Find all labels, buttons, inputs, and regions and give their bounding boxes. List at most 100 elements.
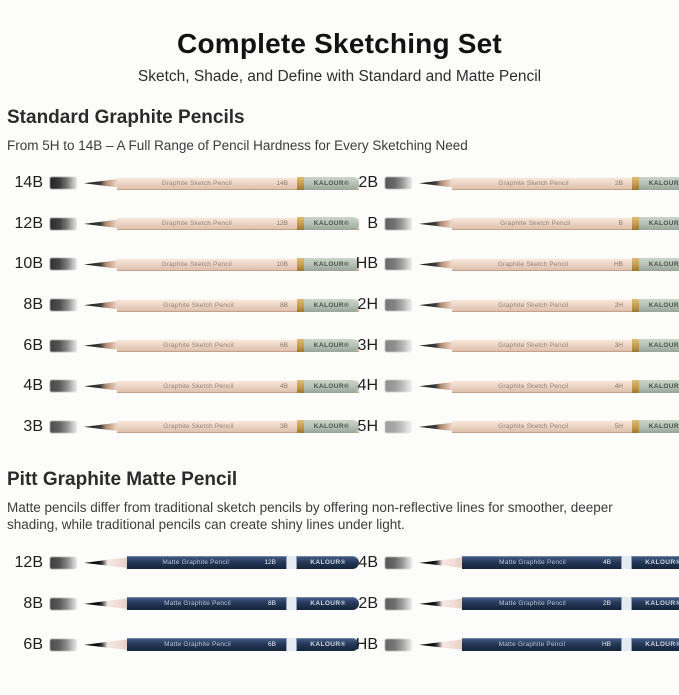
matte-column-right: 4B Matte Graphite Pencil 4B KALOUR® 2B M… [342, 542, 679, 665]
pencil-row: 3B Graphite Sketch Pencil 3B KALOUR® [7, 407, 359, 448]
grade-label: 3B [23, 417, 43, 435]
pencil-print-grade: 2B [603, 600, 611, 608]
pencil-row: 2H Graphite Sketch Pencil 2H KALOUR® [342, 285, 679, 326]
pencil-print-label: Graphite Sketch Pencil [163, 382, 234, 390]
pencil-print-grade: 2B [615, 179, 623, 187]
pencil-row: 4H Graphite Sketch Pencil 4H KALOUR® [342, 366, 679, 407]
pencil-row: 4B Graphite Sketch Pencil 4B KALOUR® [7, 366, 359, 407]
ferrule-band [286, 638, 297, 652]
grade-label: 2H [357, 296, 378, 314]
pencil-tip [419, 382, 452, 391]
pencil-body: Graphite Sketch Pencil 5H KALOUR® [452, 420, 679, 434]
pencil-row: B Graphite Sketch Pencil B KALOUR® [342, 204, 679, 245]
pencil-body: Graphite Sketch Pencil 14B KALOUR® [117, 176, 359, 190]
pencil-tip [84, 422, 117, 431]
pencil-brand-print: KALOUR® [310, 641, 346, 649]
ferrule-band [297, 257, 304, 271]
ferrule-band [632, 217, 639, 231]
pencil-print-label: Graphite Sketch Pencil [498, 423, 569, 431]
pencil-tip [84, 260, 117, 269]
pencil-body: Graphite Sketch Pencil HB KALOUR® [452, 257, 679, 271]
pencil-print-label: Matte Graphite Pencil [162, 559, 230, 567]
pencil-row: 3H Graphite Sketch Pencil 3H KALOUR® [342, 325, 679, 366]
pencil-brand-cap: KALOUR® [639, 176, 679, 190]
pencil-body: Graphite Sketch Pencil 4H KALOUR® [452, 379, 679, 393]
graphite-swatch [50, 556, 77, 569]
pencil-brand-cap: KALOUR® [304, 217, 359, 231]
matte-pencil: Matte Graphite Pencil 4B KALOUR® [419, 556, 679, 570]
ferrule-band [621, 597, 632, 611]
standard-pencil: Graphite Sketch Pencil 6B KALOUR® [84, 339, 359, 353]
pencil-brand-print: KALOUR® [310, 559, 346, 567]
graphite-swatch [50, 597, 77, 610]
ferrule-band [297, 176, 304, 190]
grade-label: 8B [23, 296, 43, 314]
ferrule-band [632, 176, 639, 190]
ferrule-band [297, 339, 304, 353]
ferrule-band [632, 379, 639, 393]
page-title: Complete Sketching Set [177, 28, 502, 59]
pencil-tip [84, 179, 117, 188]
pencil-print-grade: 3B [280, 423, 288, 431]
graphite-swatch [385, 420, 412, 433]
graphite-swatch [385, 258, 412, 271]
pencil-body: Graphite Sketch Pencil 2B KALOUR® [452, 176, 679, 190]
pencil-row: 4B Matte Graphite Pencil 4B KALOUR® [342, 542, 679, 583]
ferrule-band [297, 420, 304, 434]
pencil-row: 6B Matte Graphite Pencil 6B KALOUR® [7, 624, 359, 665]
pencil-body: Graphite Sketch Pencil 6B KALOUR® [117, 339, 359, 353]
pencil-brand-cap: KALOUR® [639, 217, 679, 231]
matte-pencil: Matte Graphite Pencil 2B KALOUR® [419, 597, 679, 611]
grade-label: B [367, 214, 378, 232]
pencil-print-label: Graphite Sketch Pencil [161, 260, 232, 268]
grade-label: HB [355, 635, 378, 653]
matte-section-heading: Pitt Graphite Matte Pencil [7, 469, 238, 491]
matte-pencil: Matte Graphite Pencil 12B KALOUR® [84, 556, 359, 570]
pencil-print-label: Graphite Sketch Pencil [497, 260, 569, 268]
pencil-print-grade: 12B [276, 220, 288, 228]
pencil-print-label: Matte Graphite Pencil [499, 559, 566, 567]
graphite-swatch [385, 597, 412, 610]
standard-column-left: 14B Graphite Sketch Pencil 14B KALOUR® 1… [7, 163, 359, 448]
pencil-print-label: Graphite Sketch Pencil [498, 179, 569, 187]
graphite-swatch [50, 177, 77, 190]
standard-pencil: Graphite Sketch Pencil 2H KALOUR® [419, 298, 679, 312]
standard-pencil: Graphite Sketch Pencil 14B KALOUR® [84, 176, 359, 190]
ferrule-band [297, 298, 304, 312]
matte-section-description: Matte pencils differ from traditional sk… [7, 500, 613, 533]
pencil-tip [84, 341, 117, 350]
grade-label: 6B [23, 336, 43, 354]
pencil-brand-print: KALOUR® [645, 559, 679, 567]
standard-pencils-section: Standard Graphite Pencils From 5H to 14B… [0, 107, 679, 447]
ferrule-band [297, 379, 304, 393]
grade-label: 12B [14, 553, 43, 571]
ferrule-band [286, 556, 297, 570]
pencil-row: 5H Graphite Sketch Pencil 5H KALOUR® [342, 407, 679, 448]
standard-pencil: Graphite Sketch Pencil HB KALOUR® [419, 257, 679, 271]
grade-label: 10B [14, 255, 43, 273]
pencil-print-grade: B [618, 220, 623, 228]
pencil-row: 2B Matte Graphite Pencil 2B KALOUR® [342, 583, 679, 624]
standard-pencil: Graphite Sketch Pencil 10B KALOUR® [84, 257, 359, 271]
pencil-print-label: Graphite Sketch Pencil [163, 342, 234, 350]
pencil-print-grade: 8B [268, 600, 276, 608]
pencil-tip [419, 300, 452, 310]
standard-section-heading: Standard Graphite Pencils [7, 107, 245, 128]
graphite-swatch [385, 556, 412, 569]
pencil-print-label: Graphite Sketch Pencil [161, 179, 232, 187]
pencil-body: Graphite Sketch Pencil 2H KALOUR® [452, 298, 679, 312]
pencil-tip [84, 639, 127, 650]
pencil-print-label: Graphite Sketch Pencil [161, 220, 232, 228]
pencil-tip [419, 639, 462, 650]
graphite-swatch [50, 420, 77, 433]
pencil-tip [419, 341, 452, 350]
pencil-print-grade: 3H [614, 342, 623, 350]
pencil-row: 8B Matte Graphite Pencil 8B KALOUR® [7, 583, 359, 624]
standard-pencil: Graphite Sketch Pencil 4H KALOUR® [419, 379, 679, 393]
pencil-body: Graphite Sketch Pencil 3B KALOUR® [117, 420, 359, 434]
pencil-body: Matte Graphite Pencil 4B KALOUR® [462, 556, 679, 570]
ferrule-band [621, 638, 632, 652]
pencil-print-label: Graphite Sketch Pencil [500, 220, 571, 228]
graphite-swatch [50, 258, 77, 271]
matte-pencils-section: Pitt Graphite Matte Pencil Matte pencils… [0, 469, 679, 665]
